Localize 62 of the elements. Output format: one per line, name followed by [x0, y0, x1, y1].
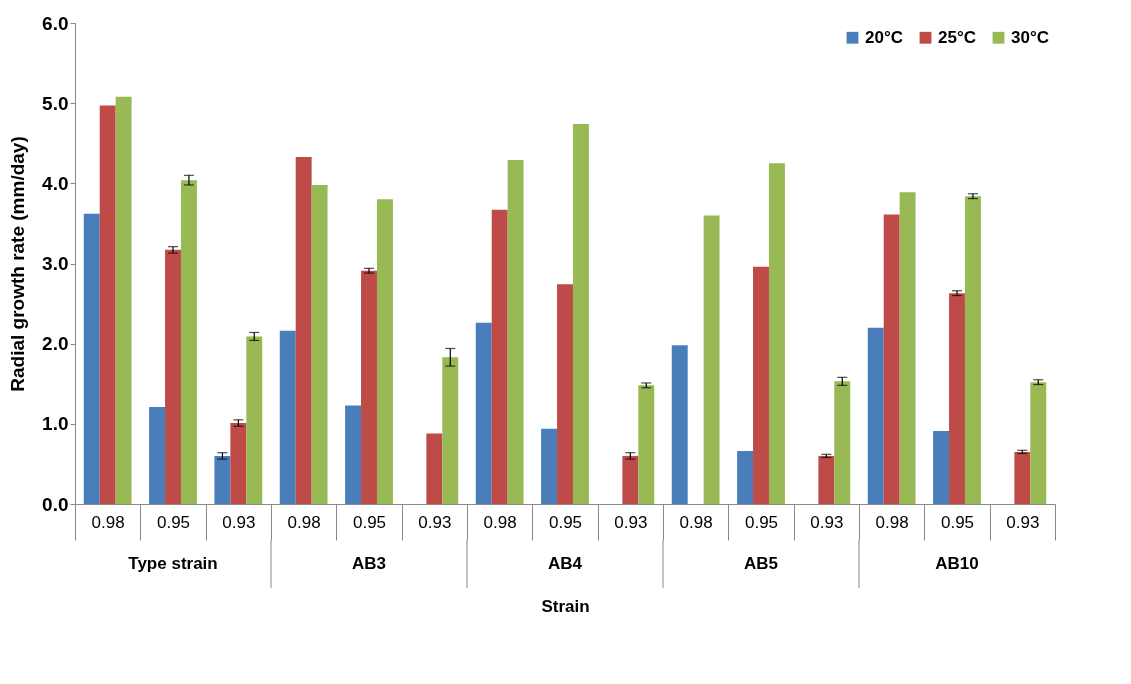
- x-tick-label: 0.95: [744, 512, 779, 532]
- bar: [115, 96, 132, 504]
- x-axis-title: Strain: [541, 597, 590, 616]
- bar: [99, 105, 116, 504]
- bar: [737, 451, 754, 504]
- bar: [703, 215, 720, 504]
- legend-label: 30°C: [1011, 27, 1049, 47]
- bar: [883, 214, 900, 504]
- bar: [345, 405, 362, 504]
- bar: [768, 163, 785, 504]
- x-tick-label: 0.95: [940, 512, 975, 532]
- bar: [376, 199, 393, 504]
- bar: [442, 357, 459, 504]
- bar: [899, 192, 916, 504]
- x-tick-label: 0.95: [156, 512, 191, 532]
- bar: [572, 124, 589, 504]
- x-tick-label: 0.93: [1006, 512, 1040, 532]
- x-tick-label: 0.98: [287, 512, 321, 532]
- bar: [83, 213, 100, 504]
- y-tick-label: 4.0: [42, 172, 69, 194]
- bar: [507, 160, 524, 504]
- bar: [426, 433, 443, 504]
- y-tick-label: 5.0: [42, 92, 69, 114]
- text: Type strain: [128, 554, 218, 573]
- bar: [933, 431, 950, 504]
- y-tick-label: 3.0: [42, 253, 69, 274]
- y-tick-label: 0.0: [42, 493, 69, 515]
- x-tick-label: 0.95: [548, 512, 583, 532]
- text: AB5: [743, 554, 779, 573]
- y-axis-title: Radial growth rate (mm/day): [7, 136, 29, 392]
- y-tick-label: 2.0: [42, 333, 69, 355]
- x-tick-label: 0.93: [418, 512, 452, 532]
- text: AB3: [351, 554, 387, 573]
- bar: [753, 266, 769, 504]
- bar: [295, 156, 312, 504]
- bar: [311, 184, 328, 504]
- bar: [491, 209, 508, 504]
- x-tick-label: 0.98: [875, 512, 909, 532]
- x-tick-label: 0.98: [483, 512, 517, 532]
- x-tick-label: 0.93: [222, 512, 256, 532]
- bar: [475, 322, 492, 504]
- y-tick-label: 1.0: [42, 413, 69, 435]
- text: AB10: [935, 554, 979, 573]
- bar: [1014, 451, 1031, 504]
- x-tick-label: 0.93: [614, 512, 648, 532]
- x-tick-label: 0.98: [91, 512, 125, 532]
- bar: [180, 180, 197, 504]
- bar: [867, 327, 884, 504]
- legend-label: 20°C: [865, 27, 903, 47]
- bar: [149, 407, 166, 504]
- x-tick-label: 0.95: [352, 512, 387, 532]
- bar: [671, 345, 688, 504]
- x-tick-label: 0.98: [679, 512, 713, 532]
- legend-label: 25°C: [938, 27, 976, 47]
- bar: [279, 330, 296, 504]
- bar: [834, 381, 851, 504]
- bar: [541, 428, 558, 504]
- bar: [557, 284, 573, 504]
- bar: [818, 455, 835, 504]
- x-tick-label: 0.93: [810, 512, 844, 532]
- text: AB4: [547, 554, 583, 573]
- y-tick-label: 6.0: [42, 12, 69, 34]
